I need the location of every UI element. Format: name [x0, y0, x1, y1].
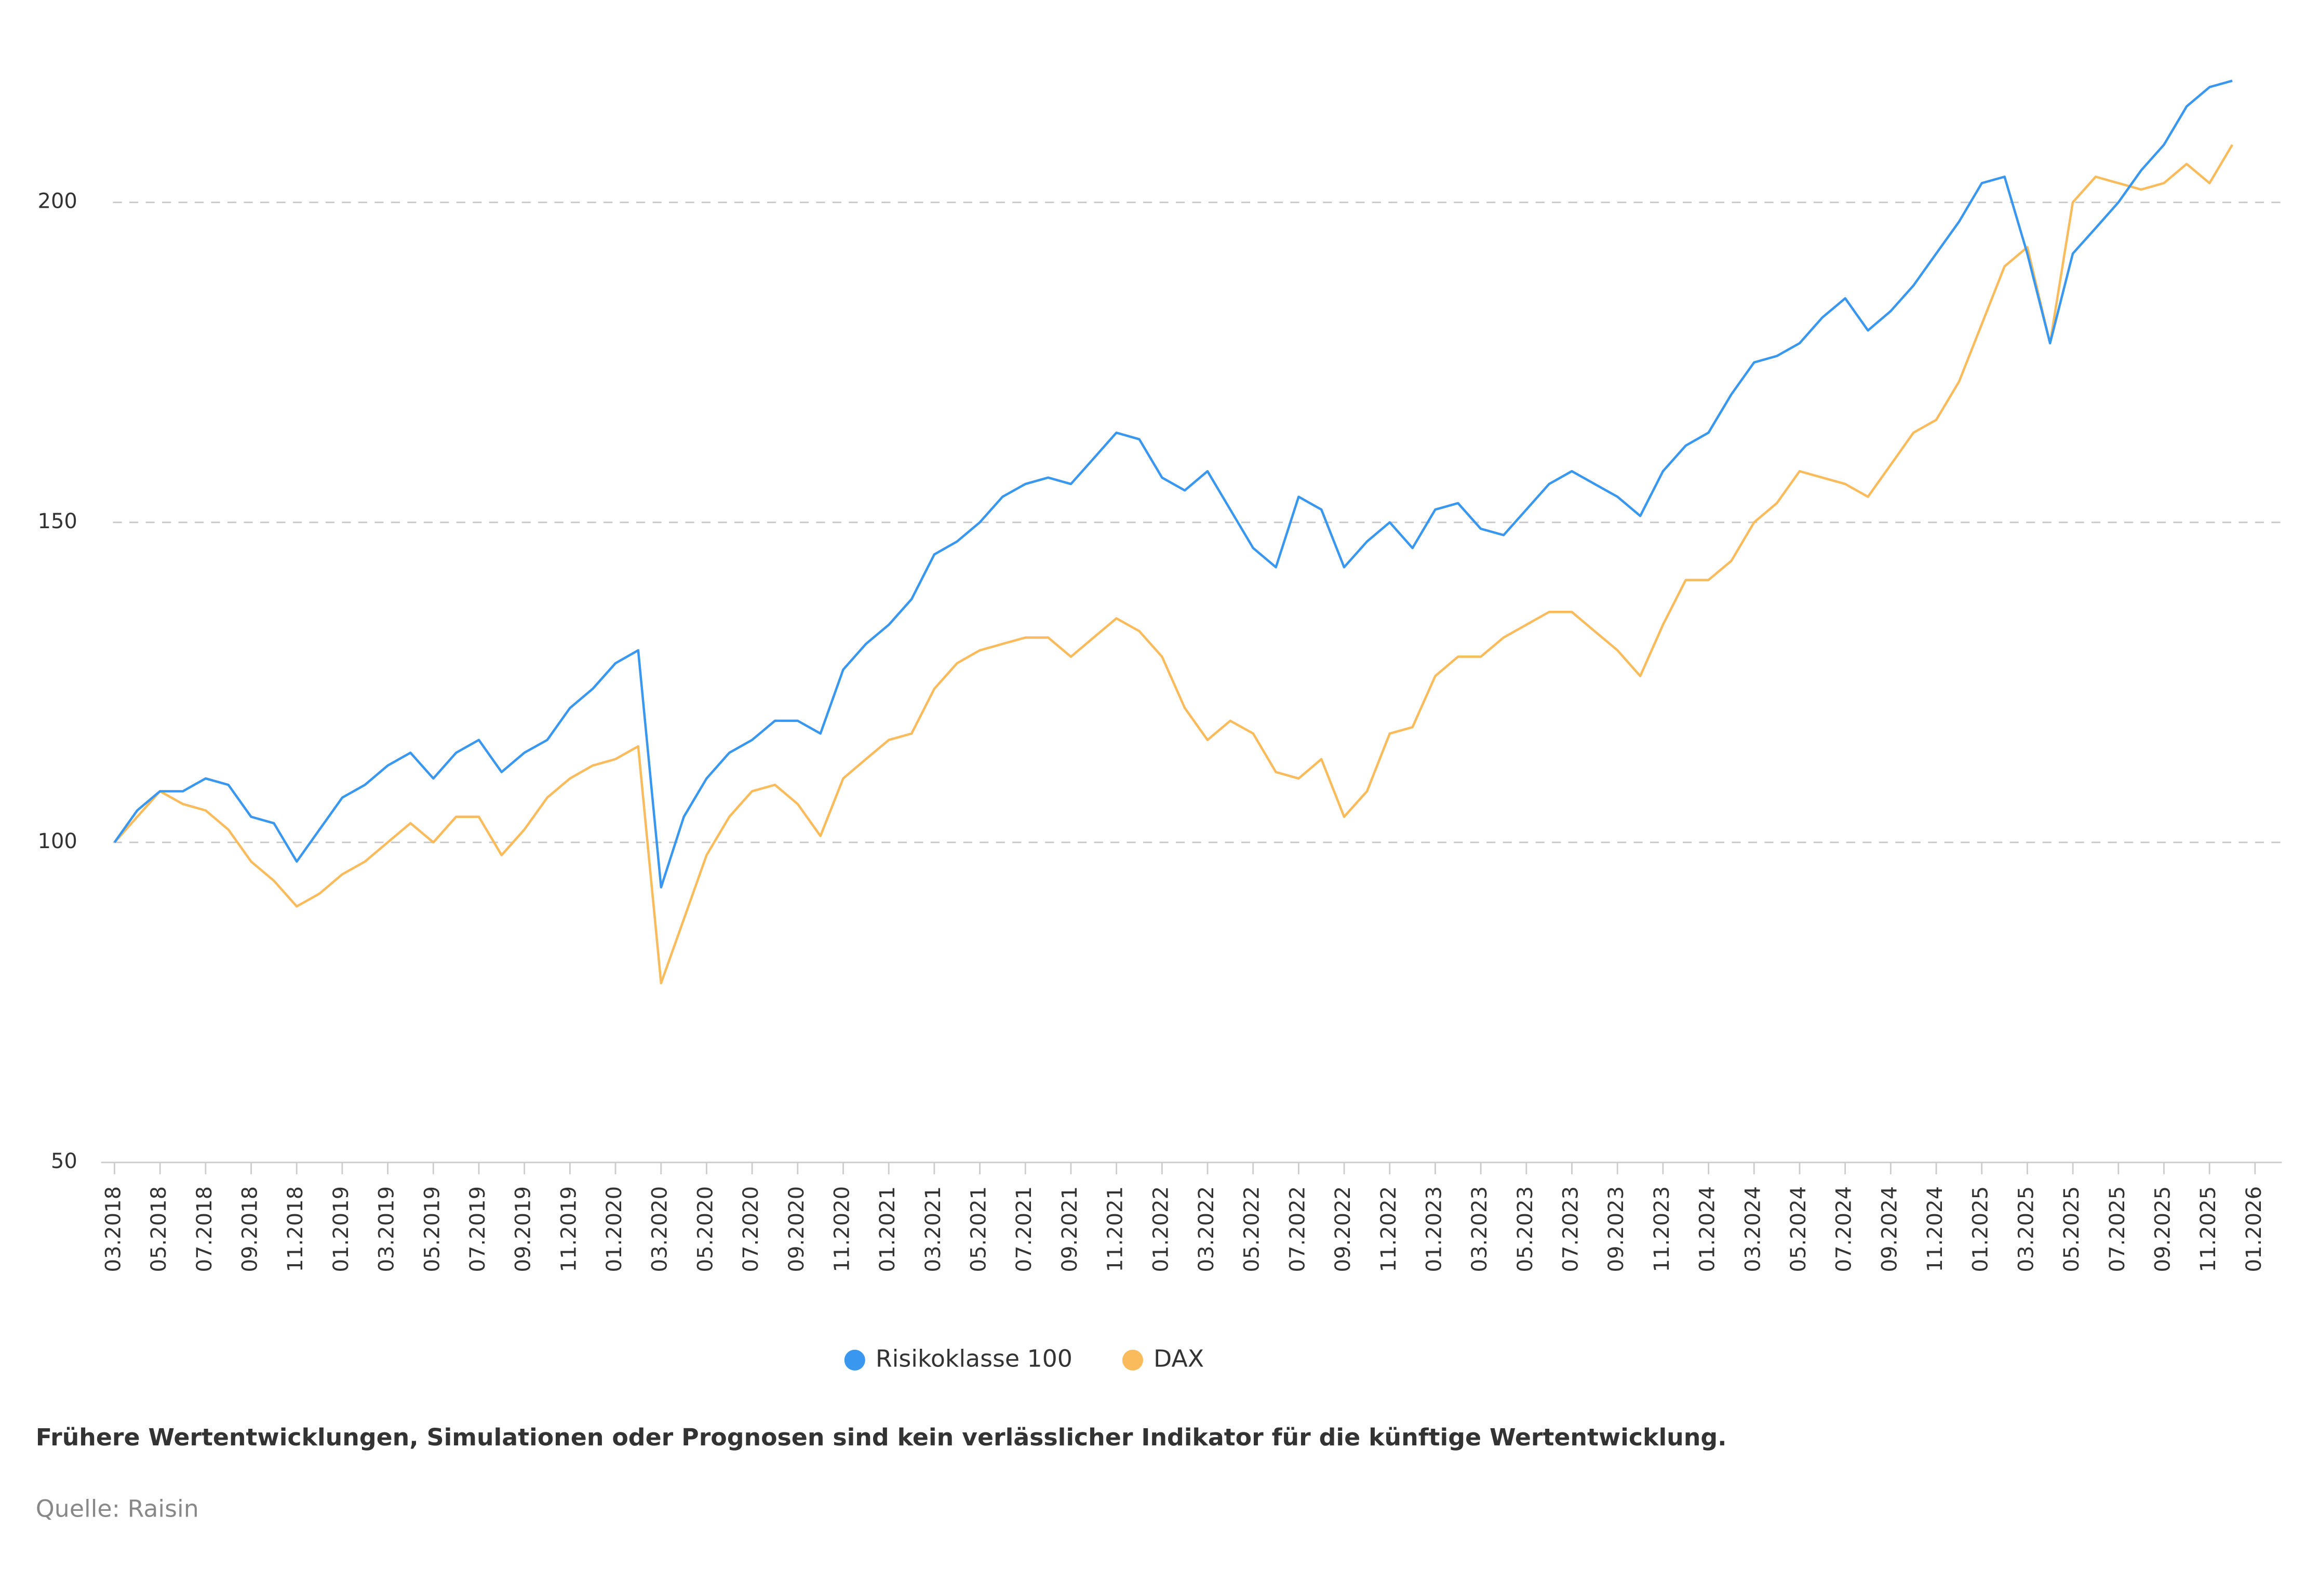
x-tick-label: 01.2022: [1149, 1186, 1173, 1272]
x-tick-label: 07.2023: [1559, 1186, 1583, 1272]
x-tick-label: 07.2020: [739, 1186, 763, 1272]
x-tick-label: 11.2022: [1377, 1186, 1401, 1272]
x-tick-label: 07.2025: [2106, 1186, 2129, 1272]
x-tick-label: 07.2024: [1832, 1186, 1856, 1272]
x-tick-label: 09.2018: [238, 1186, 262, 1272]
note: Frühere Wertentwicklungen, Simulationen …: [36, 1423, 1727, 1451]
x-tick-label: 05.2023: [1513, 1186, 1537, 1272]
x-tick-label: 01.2023: [1422, 1186, 1446, 1272]
x-tick-label: 05.2025: [2060, 1186, 2084, 1272]
x-tick-label: 03.2023: [1468, 1186, 1492, 1272]
x-tick-label: 05.2018: [147, 1186, 171, 1272]
y-tick-label: 150: [37, 509, 77, 533]
x-tick-label: 11.2020: [830, 1186, 854, 1272]
series-line: [113, 144, 2234, 985]
x-tick-label: 03.2018: [101, 1186, 125, 1272]
y-tick-label: 50: [51, 1149, 77, 1173]
x-tick-label: 01.2026: [2242, 1186, 2266, 1272]
x-tick-label: 09.2022: [1331, 1186, 1355, 1272]
x-tick-label: 07.2021: [1012, 1186, 1036, 1272]
x-tick-label: 03.2020: [648, 1186, 672, 1272]
x-tick-label: 05.2022: [1240, 1186, 1264, 1272]
x-tick-label: 05.2024: [1787, 1186, 1811, 1272]
y-tick-label: 100: [37, 829, 77, 853]
x-tick-label: 05.2019: [420, 1186, 444, 1272]
x-tick-label: 11.2023: [1650, 1186, 1674, 1272]
legend-marker: [1122, 1349, 1144, 1371]
x-tick-label: 05.2020: [693, 1186, 717, 1272]
x-tick-label: 03.2022: [1195, 1186, 1218, 1272]
x-tick-label: 07.2019: [466, 1186, 490, 1272]
x-tick-label: 09.2024: [1878, 1186, 1901, 1272]
x-tick-label: 09.2019: [512, 1186, 535, 1272]
x-tick-label: 09.2023: [1604, 1186, 1628, 1272]
x-tick-label: 09.2021: [1058, 1186, 1082, 1272]
legend-label: DAX: [1154, 1344, 1204, 1372]
y-tick-label: 200: [37, 190, 77, 213]
x-tick-label: 09.2020: [785, 1186, 809, 1272]
x-tick-label: 11.2025: [2196, 1186, 2220, 1272]
x-tick-label: 11.2019: [557, 1186, 581, 1272]
x-tick-label: 01.2024: [1696, 1186, 1720, 1272]
x-tick-label: 01.2019: [329, 1186, 353, 1272]
x-tick-label: 01.2021: [876, 1186, 900, 1272]
x-tick-label: 11.2018: [284, 1186, 307, 1272]
legend-label: Risikoklasse 100: [876, 1344, 1073, 1372]
x-tick-label: 03.2019: [375, 1186, 399, 1272]
source: Quelle: Raisin: [36, 1494, 199, 1522]
x-tick-label: 07.2022: [1285, 1186, 1309, 1272]
x-tick-label: 03.2021: [921, 1186, 945, 1272]
x-tick-label: 03.2024: [1741, 1186, 1765, 1272]
x-tick-label: 07.2018: [193, 1186, 217, 1272]
series-line: [113, 79, 2233, 889]
x-tick-label: 01.2020: [602, 1186, 626, 1272]
x-tick-label: 01.2025: [1969, 1186, 1993, 1272]
legend-marker: [844, 1349, 865, 1371]
x-tick-label: 11.2024: [1923, 1186, 1947, 1272]
x-tick-label: 09.2025: [2151, 1186, 2175, 1272]
x-tick-label: 05.2021: [967, 1186, 991, 1272]
x-tick-label: 11.2021: [1104, 1186, 1128, 1272]
x-tick-label: 03.2025: [2014, 1186, 2038, 1272]
